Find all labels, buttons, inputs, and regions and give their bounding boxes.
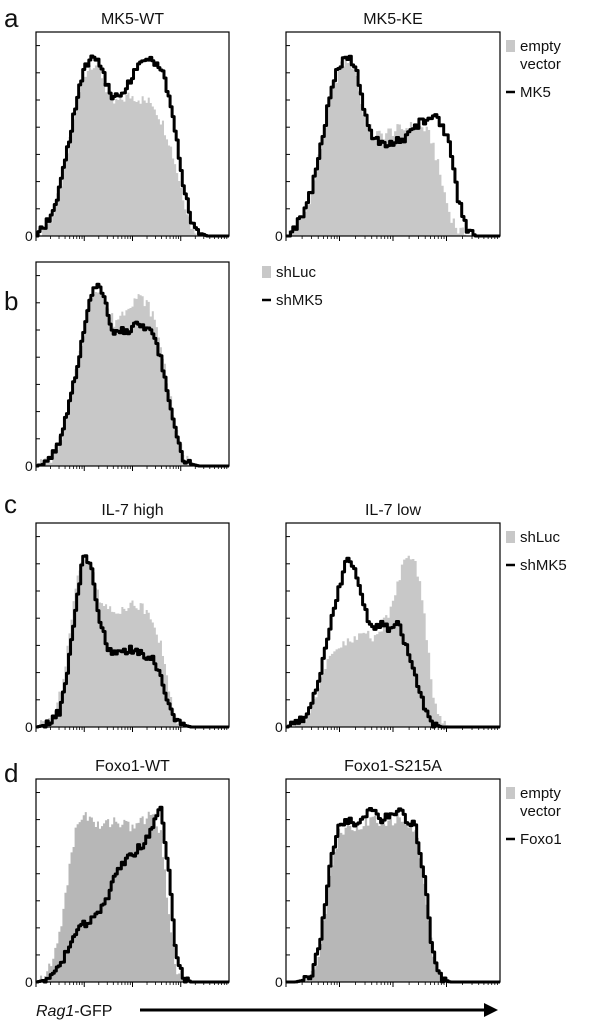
fill-histogram xyxy=(36,811,229,982)
fill-histogram xyxy=(36,560,229,727)
x-axis-label-rest: -GFP xyxy=(74,1003,112,1020)
legend-fill-label: empty xyxy=(520,38,561,55)
chart-title: MK5-KE xyxy=(363,11,423,28)
x-axis-arrowhead xyxy=(484,1003,498,1017)
fill-histogram xyxy=(286,810,500,982)
line-histogram xyxy=(286,54,500,238)
legend-fill-swatch xyxy=(506,531,515,543)
histogram-chart-3-2: 0 IL-7 low xyxy=(275,502,501,735)
panel-letter-d: d xyxy=(4,758,18,788)
y-zero-label: 0 xyxy=(25,974,33,990)
line-histogram xyxy=(36,54,229,238)
legend-2: shLuc shMK5 xyxy=(262,264,323,309)
y-zero-label: 0 xyxy=(25,719,33,735)
chart-title: Foxo1-WT xyxy=(95,758,170,775)
chart-title: MK5-WT xyxy=(101,11,164,28)
chart-title: Foxo1-S215A xyxy=(344,758,442,775)
y-zero-label: 0 xyxy=(275,719,283,735)
x-axis-label-italic: Rag1 xyxy=(36,1003,74,1020)
y-zero-label: 0 xyxy=(25,228,33,244)
chart-title: IL-7 low xyxy=(365,502,421,519)
fill-histogram xyxy=(286,555,500,727)
legend-fill-label: shLuc xyxy=(276,264,317,281)
legend-line-label: shMK5 xyxy=(520,557,567,574)
fill-histogram xyxy=(36,291,229,466)
y-zero-label: 0 xyxy=(25,458,33,474)
histogram-chart-2-1: 0 xyxy=(25,261,230,474)
histogram-chart-3-1: 0 IL-7 high xyxy=(25,502,230,735)
legend-fill-swatch xyxy=(262,266,271,278)
histogram-chart-4-2: 0 Foxo1-S215A xyxy=(275,758,501,990)
legend-line-label: shMK5 xyxy=(276,292,323,309)
histogram-chart-1-2: 0 MK5-KE xyxy=(275,11,501,244)
line-histogram xyxy=(36,805,229,984)
histogram-chart-1-1: 0 MK5-WT xyxy=(25,11,230,244)
legend-line-label: MK5 xyxy=(520,84,551,101)
y-zero-label: 0 xyxy=(275,974,283,990)
chart-title: IL-7 high xyxy=(101,502,163,519)
histogram-chart-4-1: 0 Foxo1-WT xyxy=(25,758,230,990)
y-zero-label: 0 xyxy=(275,228,283,244)
legend-line-label: Foxo1 xyxy=(520,831,562,848)
line-histogram xyxy=(286,807,500,984)
legend-fill-swatch xyxy=(506,40,515,52)
line-histogram xyxy=(36,282,229,468)
legend-fill-label: vector xyxy=(520,56,561,73)
legend-fill-label: empty xyxy=(520,785,561,802)
panel-letter-a: a xyxy=(4,3,19,33)
x-axis-label-text: Rag1-GFP xyxy=(36,1003,112,1020)
legend-fill-label: shLuc xyxy=(520,529,561,546)
legend-3: shLuc shMK5 xyxy=(506,529,567,574)
panel-letter-b: b xyxy=(4,286,18,316)
fill-histogram xyxy=(36,59,229,237)
line-histogram xyxy=(36,554,229,729)
legend-fill-label: vector xyxy=(520,803,561,820)
legend-fill-swatch xyxy=(506,787,515,799)
panel-letter-c: c xyxy=(4,489,17,519)
x-axis-label: Rag1-GFP xyxy=(36,1003,498,1020)
